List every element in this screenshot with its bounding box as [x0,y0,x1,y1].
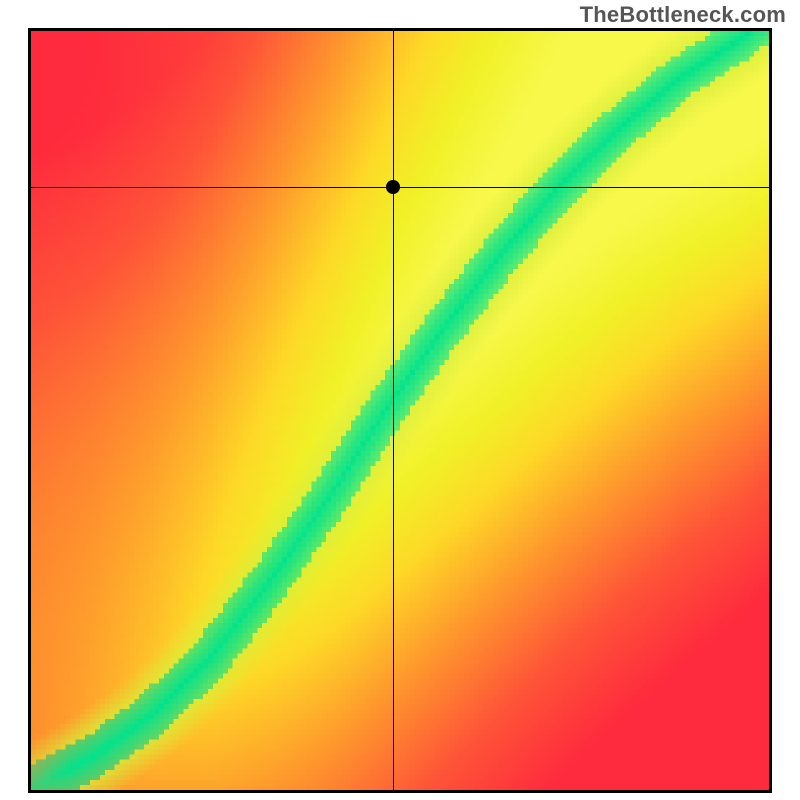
heatmap-canvas [31,31,769,790]
crosshair-vertical [393,31,395,790]
watermark-text: TheBottleneck.com [580,2,786,28]
crosshair-horizontal [31,187,769,189]
crosshair-point [386,180,400,194]
heatmap-plot [28,28,772,793]
